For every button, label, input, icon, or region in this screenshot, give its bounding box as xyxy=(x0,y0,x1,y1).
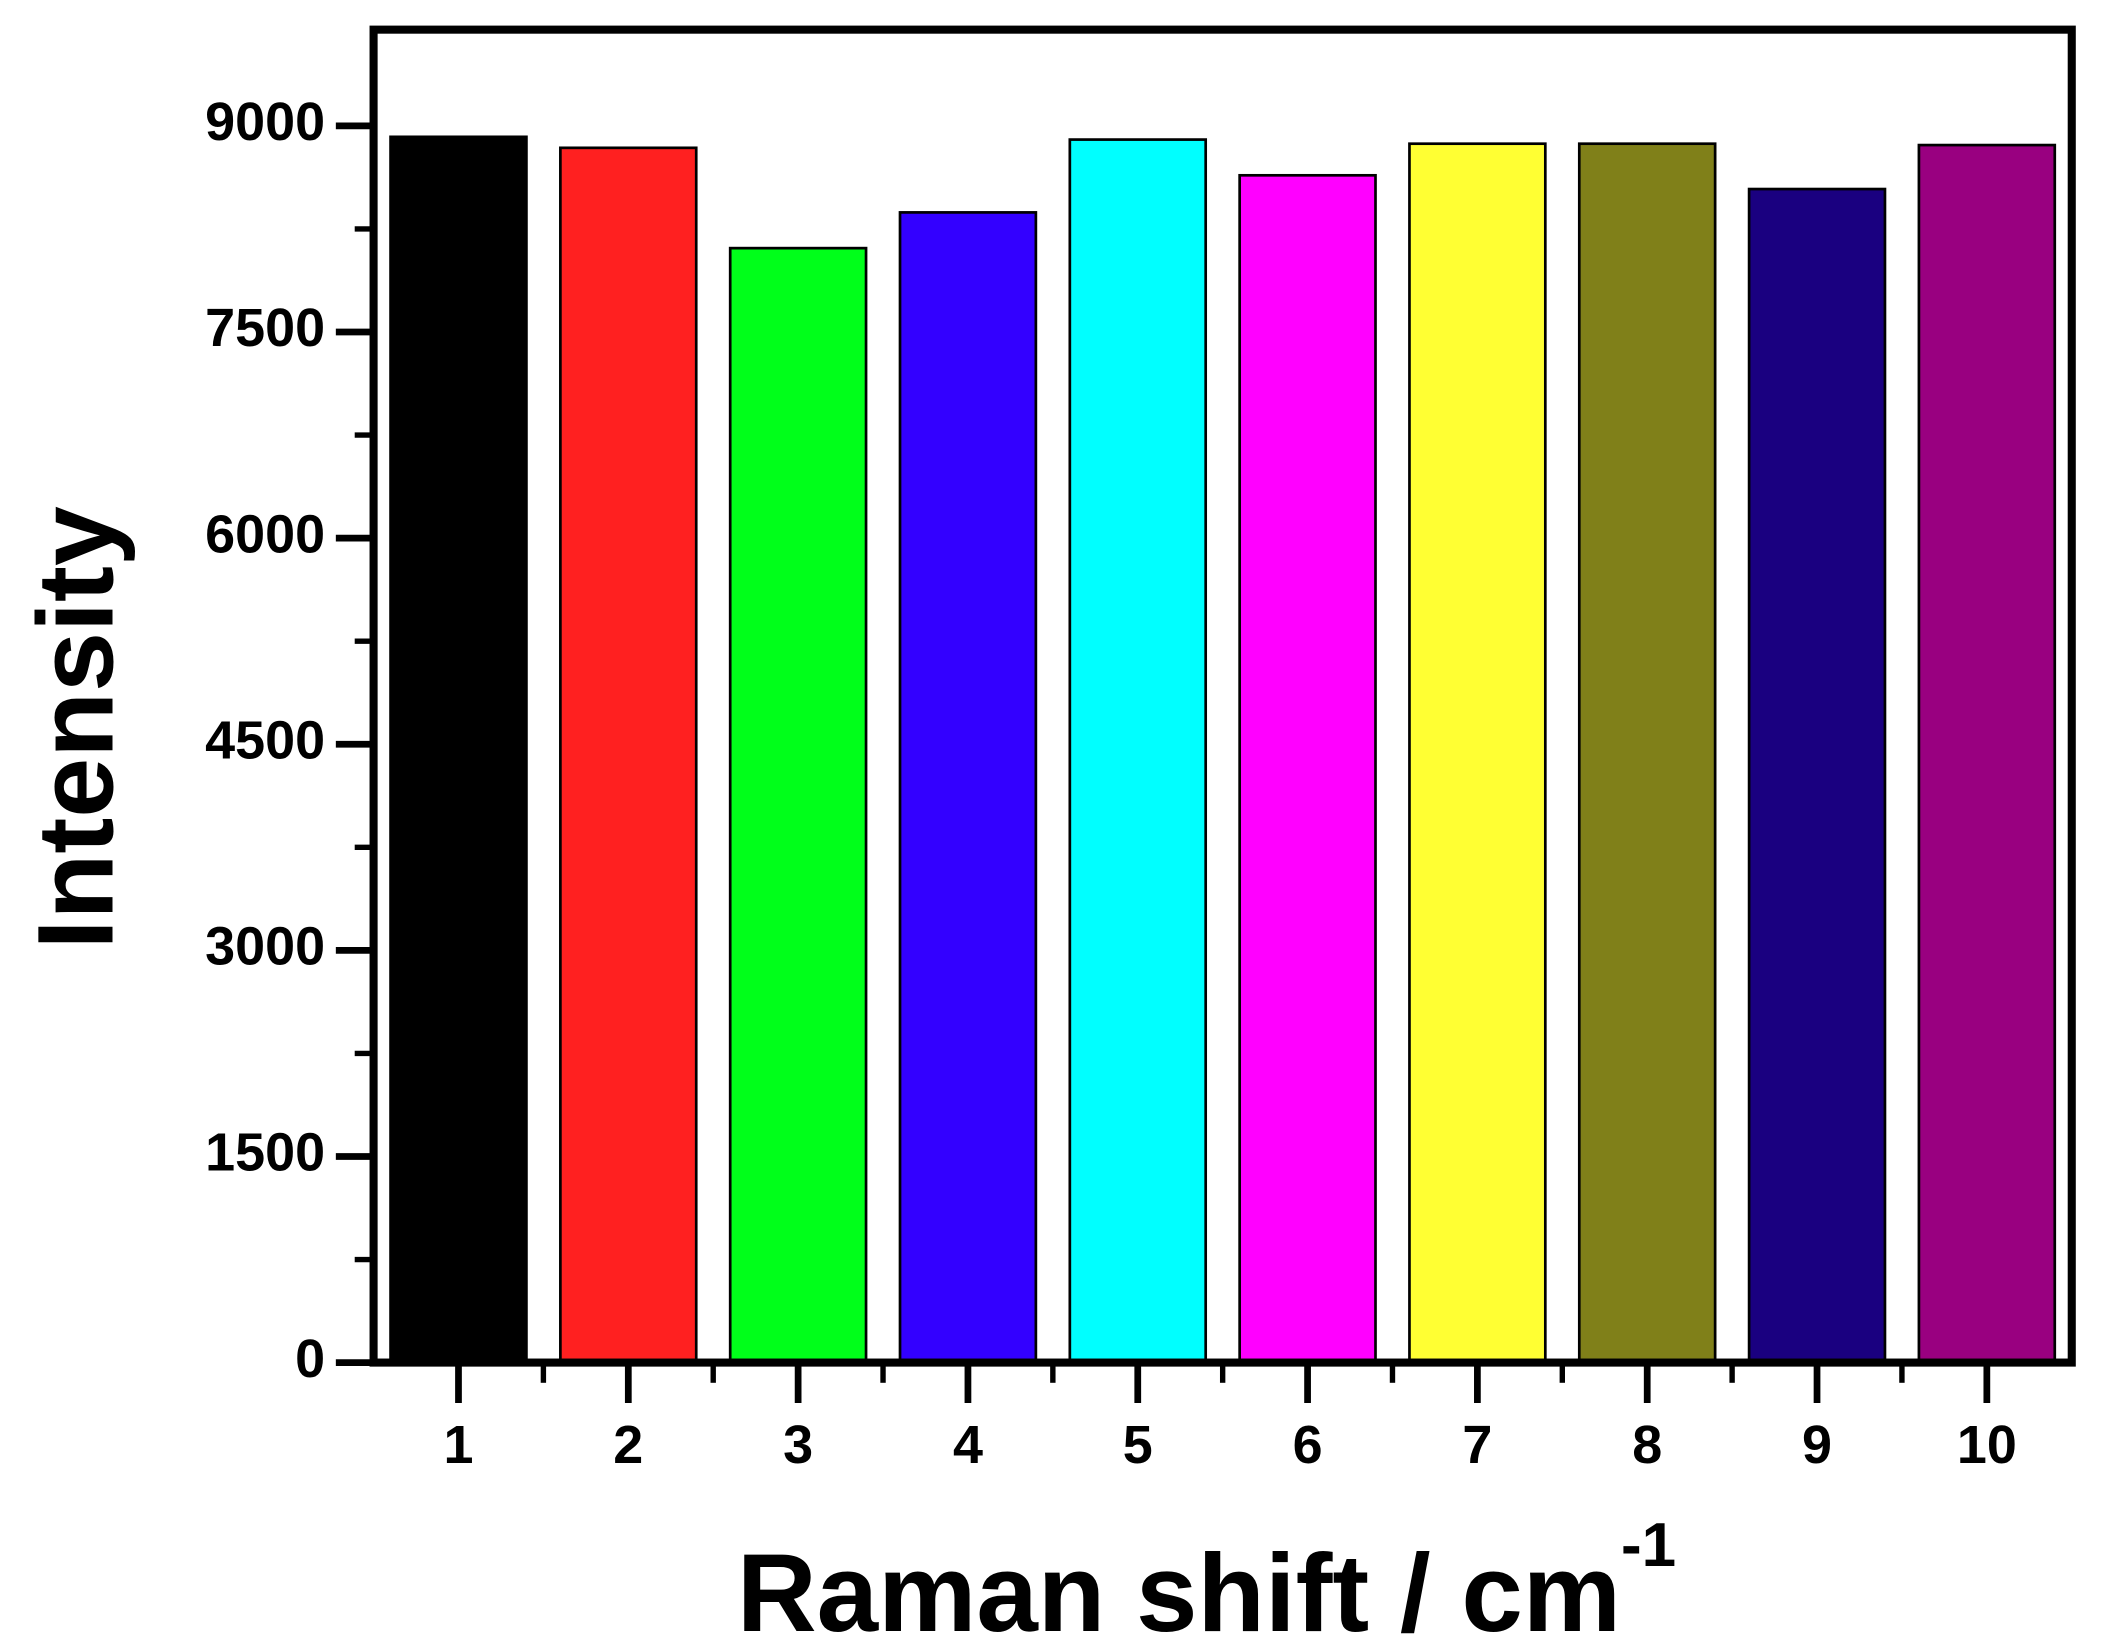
y-tick-label: 6000 xyxy=(205,504,325,564)
bar xyxy=(559,146,698,1364)
y-tick-label: 1500 xyxy=(205,1123,325,1183)
x-tick-label: 8 xyxy=(1632,1415,1662,1475)
plot-frame xyxy=(369,25,2076,1367)
x-tick-label: 10 xyxy=(1957,1415,2017,1475)
x-tick-label: 5 xyxy=(1123,1415,1153,1475)
y-tick-label: 4500 xyxy=(205,710,325,770)
x-tick-label: 3 xyxy=(783,1415,813,1475)
y-tick-label: 7500 xyxy=(205,298,325,358)
x-tick-label: 7 xyxy=(1462,1415,1492,1475)
x-axis-title-text: Raman shift / cm xyxy=(737,1532,1621,1651)
bar xyxy=(898,211,1038,1364)
x-tick-label: 1 xyxy=(443,1415,473,1475)
bar xyxy=(1408,142,1547,1364)
bar xyxy=(1747,187,1887,1364)
x-tick-label: 4 xyxy=(953,1415,983,1475)
x-axis-title-superscript: -1 xyxy=(1621,1511,1676,1580)
bar xyxy=(1917,143,2057,1364)
x-tick-label: 9 xyxy=(1802,1415,1832,1475)
bar xyxy=(1238,173,1377,1364)
y-tick-label: 0 xyxy=(295,1329,325,1389)
y-tick-label: 9000 xyxy=(205,92,325,152)
x-tick-label: 6 xyxy=(1293,1415,1323,1475)
y-tick-label: 3000 xyxy=(205,917,325,977)
x-tick-label: 2 xyxy=(613,1415,643,1475)
bar xyxy=(1068,138,1208,1364)
bar xyxy=(728,246,868,1364)
y-axis-title: Intensity xyxy=(14,506,135,949)
x-axis-title: Raman shift / cm-1 xyxy=(737,1511,1676,1651)
bar xyxy=(1577,142,1717,1364)
bar xyxy=(389,135,528,1364)
